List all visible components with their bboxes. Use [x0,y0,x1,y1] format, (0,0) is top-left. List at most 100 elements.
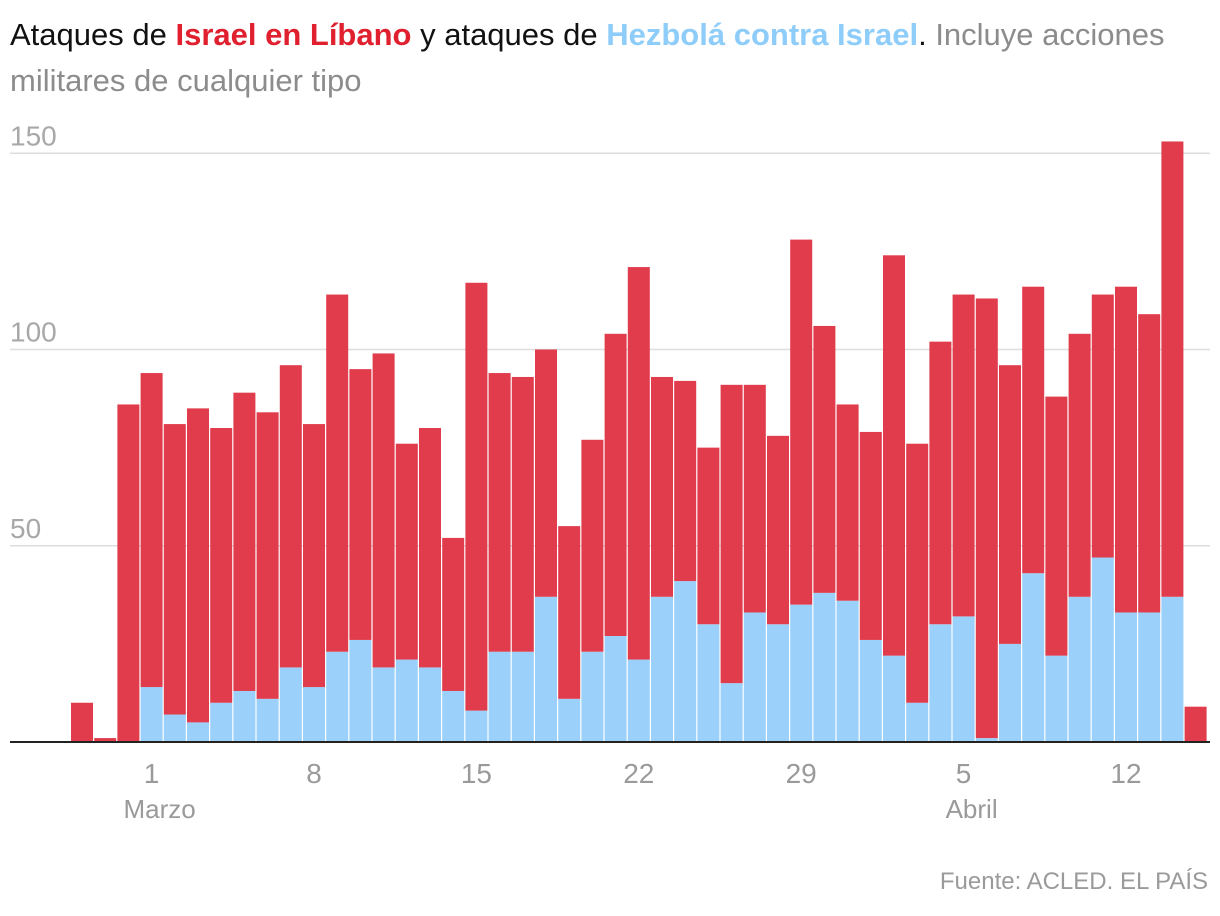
bar-israel [1184,706,1207,742]
bar-hezbola [256,698,279,742]
bar-hezbola [929,624,952,742]
bar-israel [1022,286,1045,574]
bar-hezbola [1091,557,1114,742]
title-hezbola-series: Hezbolá contra Israel [606,17,919,52]
bar-hezbola [952,616,975,742]
bar-israel [859,431,882,640]
bar-hezbola [1022,573,1045,742]
bar-israel [256,412,279,699]
x-month-label: Abril [946,794,998,824]
bar-israel [651,376,673,597]
bar-israel [372,353,395,668]
bar-israel [465,282,488,711]
bar-hezbola [767,624,789,742]
bar-israel [1138,314,1161,613]
bar-hezbola [187,722,209,742]
bar-hezbola [743,612,766,742]
bar-israel [210,428,233,703]
bar-israel [303,424,325,688]
title-text-1: Ataques de [10,17,176,52]
bar-israel [558,526,581,699]
bar-hezbola [651,596,673,742]
bar-hezbola [604,636,627,742]
bar-israel [279,365,302,668]
bar-israel [117,404,140,742]
bar-hezbola [1068,596,1091,742]
bar-israel [836,404,859,601]
bar-israel [233,392,256,691]
bar-israel [697,447,720,625]
bar-israel [929,341,952,625]
bar-israel [349,369,372,640]
bar-israel [163,424,186,715]
bar-israel [674,380,697,582]
bar-hezbola [233,690,256,742]
x-tick-labels: 1 Marzo 8 15 22 29 5 Abril 12 [123,758,1141,824]
bar-israel [999,365,1021,644]
bar-hezbola [883,655,905,742]
bar-hezbola [419,667,441,742]
bar-hezbola [836,600,859,742]
bar-hezbola [210,702,233,742]
bar-hezbola [140,687,163,742]
bar-israel [94,738,117,742]
bar-hezbola [813,592,836,742]
bar-israel [488,373,511,652]
bar-hezbola [1161,596,1184,742]
bar-hezbola [581,651,604,742]
bar-hezbola [859,639,882,742]
bar-hezbola [442,690,465,742]
x-tick-label: 15 [461,758,492,789]
bar-israel [627,267,650,660]
bar-hezbola [349,639,372,742]
bar-hezbola [1138,612,1161,742]
bar-israel [1091,294,1114,558]
bar-israel [1045,396,1068,656]
bar-hezbola [488,651,511,742]
bar-hezbola [627,659,650,742]
bar-hezbola [697,624,720,742]
y-tick-label: 150 [10,120,57,151]
bar-hezbola [163,714,186,742]
chart-title: Ataques de Israel en Líbano y ataques de… [10,12,1210,104]
bar-israel [442,537,465,691]
x-tick-label: 12 [1110,758,1141,789]
bar-hezbola [674,581,697,742]
bar-hezbola [1115,612,1137,742]
bar-israel [813,325,836,593]
bar-israel [1068,333,1091,597]
y-tick-labels: 50 100 150 [10,120,57,544]
bar-israel [1161,141,1184,597]
bar-hezbola [558,698,581,742]
x-tick-label: 22 [623,758,654,789]
bar-hezbola [975,738,998,742]
bar-israel [743,384,766,613]
bar-israel [1115,286,1137,613]
title-israel-series: Israel en Líbano [175,17,412,52]
bar-israel [720,384,743,684]
bar-israel [511,376,534,652]
bar-israel [883,255,905,656]
bar-hezbola [720,683,743,742]
bar-israel [140,373,163,688]
bar-hezbola [906,702,929,742]
title-text-2: y ataques de [411,17,607,52]
chart-subtitle: Incluye acciones militares de cualquier … [10,17,1165,98]
x-tick-label: 8 [306,758,322,789]
bar-hezbola [326,651,349,742]
x-tick-label: 1 [144,758,160,789]
bar-hezbola [790,604,813,742]
bar-hezbola [535,596,557,742]
y-tick-label: 50 [10,513,41,544]
bar-hezbola [999,643,1021,742]
x-tick-label: 5 [956,758,972,789]
source-note: Fuente: ACLED. EL PAÍS [939,868,1208,895]
bar-israel [535,349,557,597]
bar-hezbola [303,687,325,742]
bar-israel [790,239,813,605]
bar-israel [326,294,349,652]
bar-israel [952,294,975,617]
x-tick-label: 29 [786,758,817,789]
bar-israel [604,333,627,637]
